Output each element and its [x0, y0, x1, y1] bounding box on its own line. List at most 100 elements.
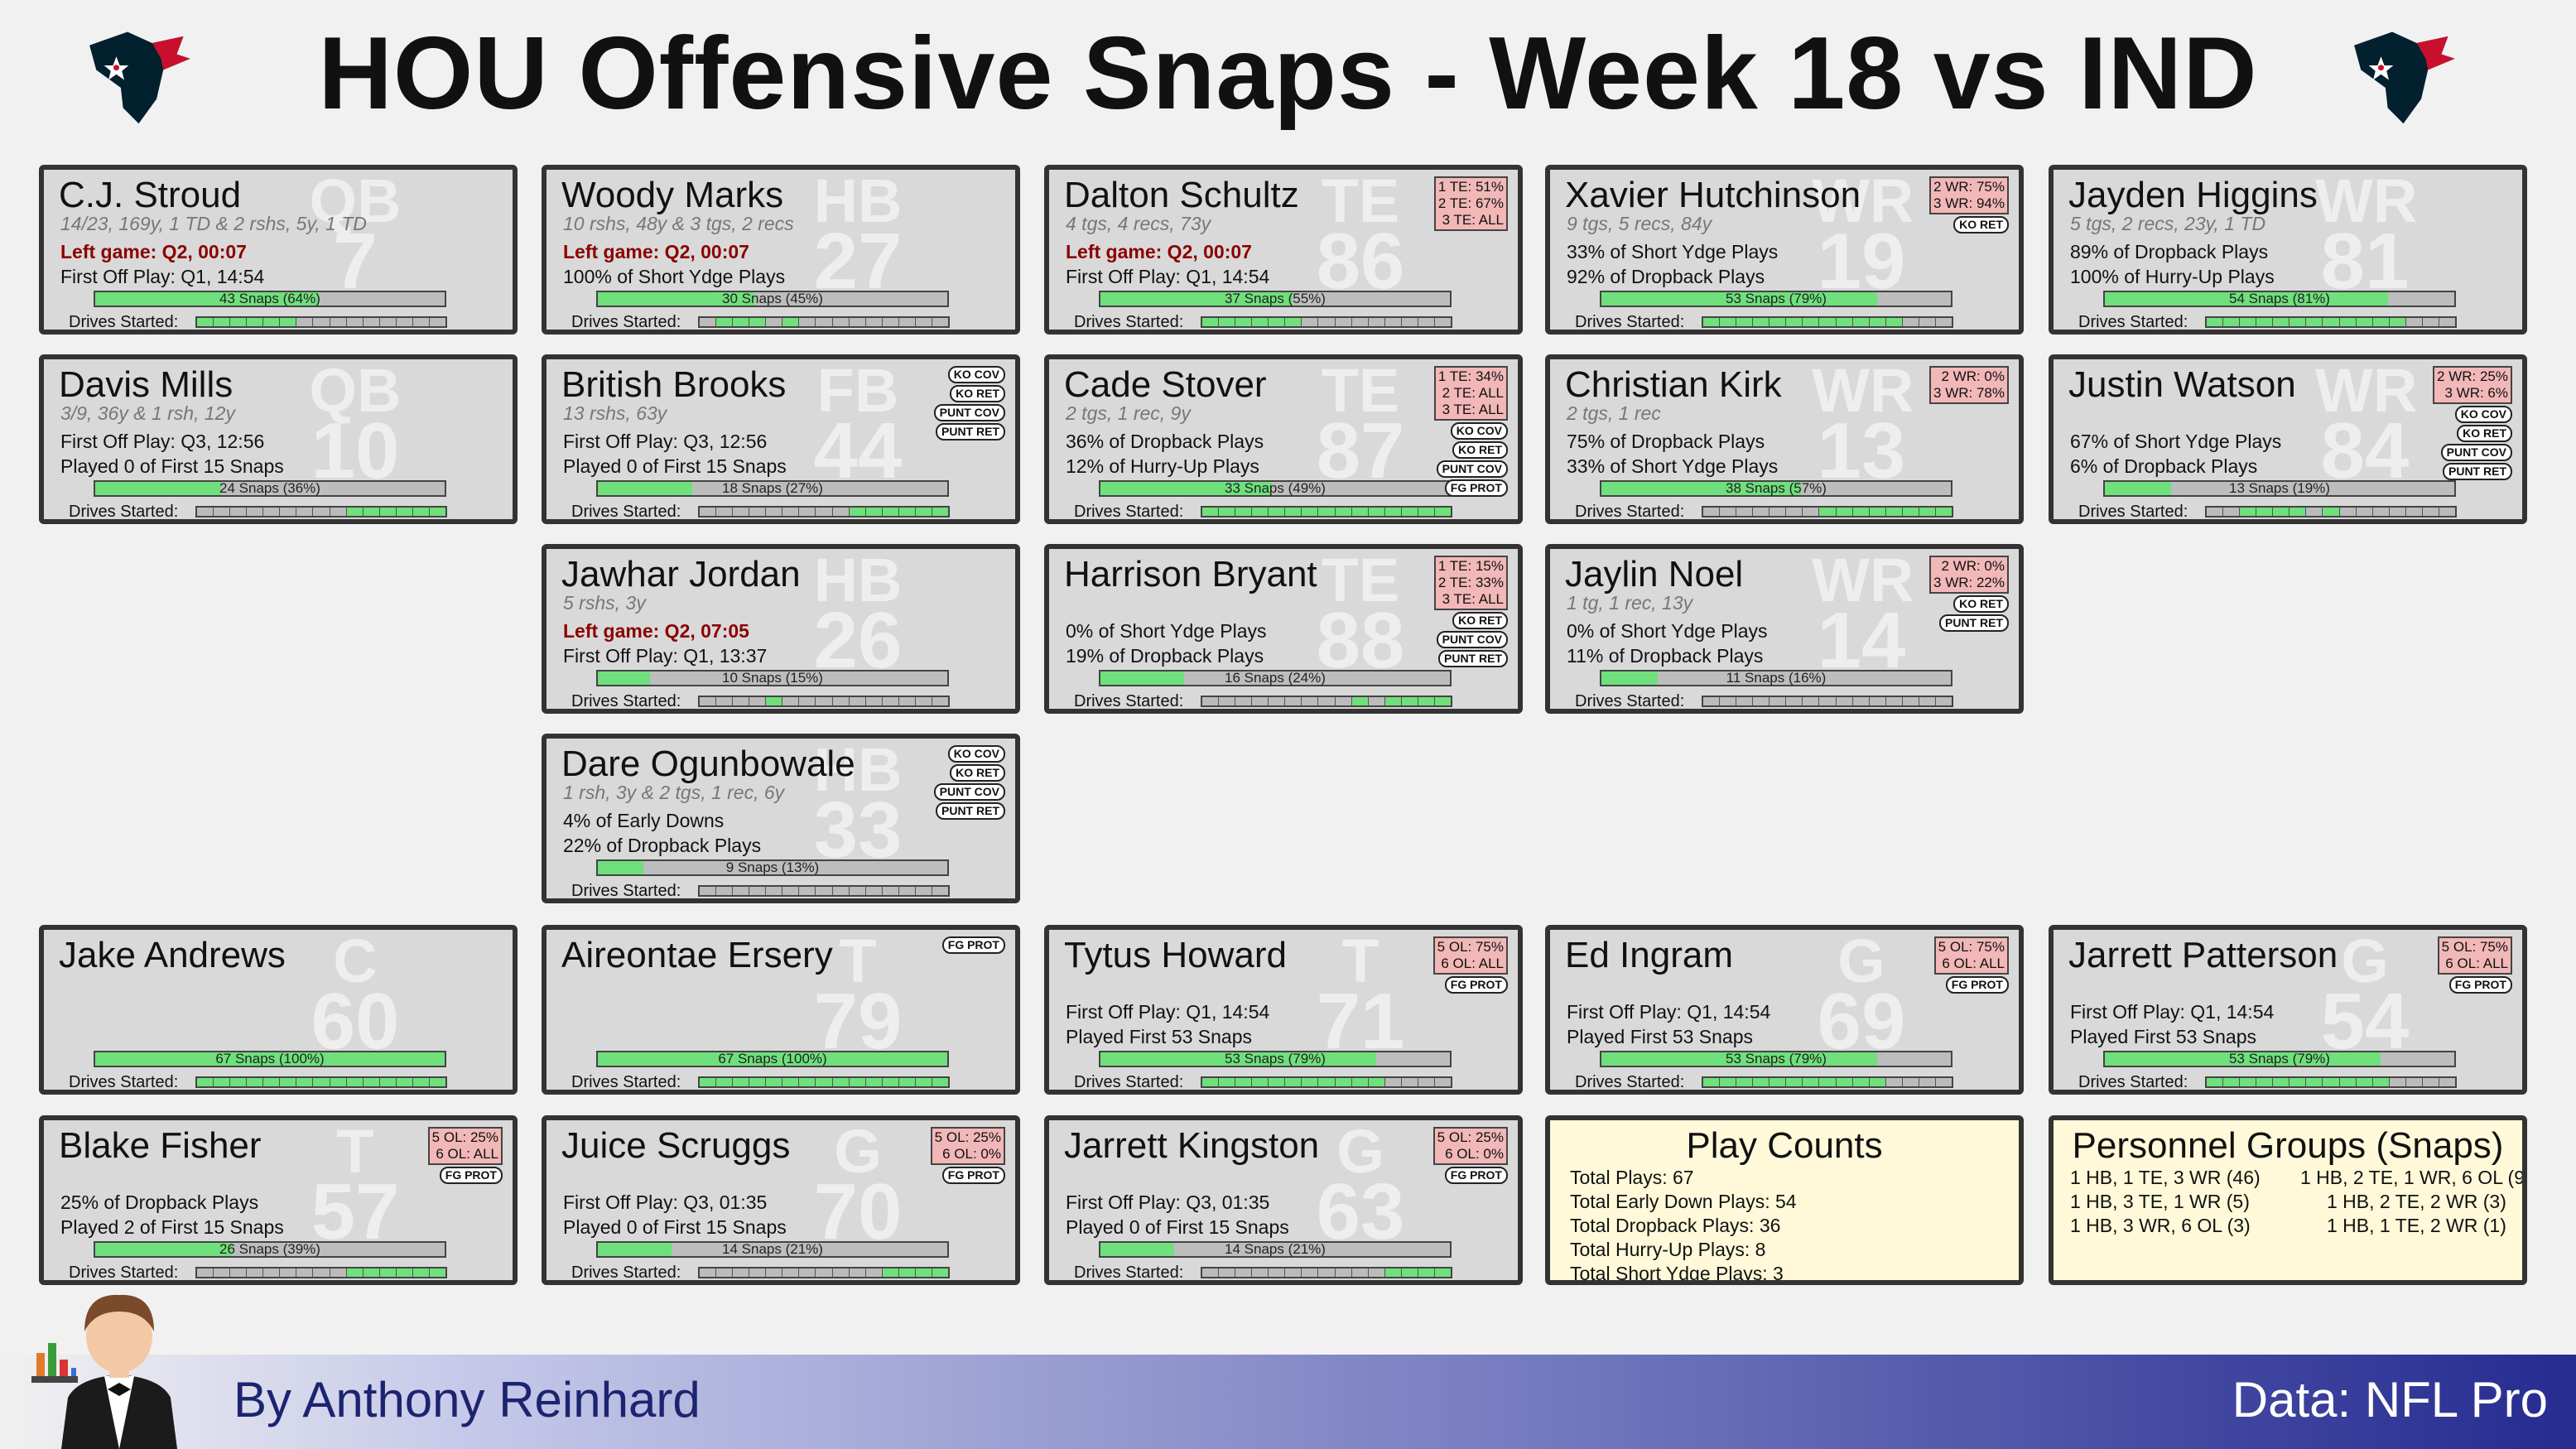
position-watermark: G: [1837, 927, 1885, 995]
drive-cell: [1318, 1078, 1336, 1086]
drive-cell: [1903, 697, 1919, 705]
drive-cell: [1936, 1078, 1952, 1086]
drive-cell: [816, 697, 833, 705]
drive-cell: [1285, 318, 1302, 326]
jersey-watermark: TE 87: [1311, 360, 1410, 490]
position-watermark: TE: [1321, 166, 1400, 235]
player-detail-line: Played 0 of First 15 Snaps: [563, 455, 787, 477]
personnel-group-line: 1 HB, 1 TE, 3 WR (46): [2070, 1167, 2261, 1188]
snap-count-label: 53 Snaps (79%): [1726, 291, 1827, 306]
player-detail-line: 0% of Short Ydge Plays: [1567, 620, 1768, 642]
drive-cell: [2273, 1078, 2290, 1086]
drive-cell: [1269, 318, 1286, 326]
player-name: Jawhar Jordan: [561, 554, 801, 595]
drive-cell: [816, 508, 833, 516]
drive-cell: [412, 1268, 430, 1277]
drive-cell: [799, 697, 816, 705]
drive-cell: [280, 1078, 297, 1086]
snap-bar: 30 Snaps (45%): [596, 291, 949, 307]
drive-cell: [1369, 697, 1385, 705]
number-watermark: 10: [311, 406, 400, 495]
drive-cell: [1285, 1078, 1302, 1086]
snap-count-label: 30 Snaps (45%): [722, 291, 823, 306]
snap-bar-fill: [95, 292, 320, 306]
drive-cell: [230, 1078, 248, 1086]
snap-bar: 11 Snaps (16%): [1600, 670, 1952, 686]
personnel-pct-line: 2 WR: 0%: [1941, 368, 2005, 384]
drive-cell: [1219, 1268, 1236, 1277]
drive-cell: [1852, 318, 1870, 326]
drive-cell: [346, 508, 364, 516]
drive-cell: [230, 1268, 248, 1277]
drives-started-strip: [195, 316, 447, 328]
drive-cell: [1302, 697, 1319, 705]
drive-cell: [1434, 1268, 1451, 1277]
special-teams-badges: FG PROT: [1945, 976, 2009, 994]
drive-cell: [1852, 508, 1870, 516]
player-detail-line: 4 tgs, 4 recs, 73y: [1066, 213, 1211, 234]
player-detail-line: Played First 53 Snaps: [1066, 1026, 1253, 1047]
drive-cell: [1870, 697, 1886, 705]
snap-bar-fill: [1601, 482, 1801, 495]
drive-cell: [2340, 508, 2357, 516]
drive-cell: [1202, 508, 1220, 516]
number-watermark: 81: [2320, 216, 2410, 306]
player-detail-line: 4% of Early Downs: [563, 810, 725, 831]
drive-cell: [1252, 508, 1269, 516]
play-counts-title: Play Counts: [1686, 1125, 1883, 1166]
drive-cell: [1885, 318, 1903, 326]
snap-count-label: 10 Snaps (15%): [722, 670, 823, 686]
drive-cell: [363, 508, 380, 516]
drive-cell: [397, 318, 413, 326]
drive-cell: [700, 508, 717, 516]
drive-cell: [1335, 1078, 1352, 1086]
special-teams-badge: FG PROT: [1444, 976, 1508, 994]
jersey-watermark: QB 7: [306, 171, 405, 301]
snap-bar-fill: [95, 1052, 445, 1066]
snap-count-label: 13 Snaps (19%): [2229, 480, 2330, 496]
drive-cell: [833, 697, 850, 705]
snap-bar-fill: [1100, 1243, 1174, 1256]
personnel-pct-line: 6 OL: 0%: [1445, 1146, 1504, 1162]
personnel-group-line: 1 HB, 2 TE, 1 WR, 6 OL (9: [2300, 1167, 2525, 1188]
player-card: QB 10 Davis Mills 3/9, 36y & 1 rsh, 12y Firs…: [39, 354, 518, 524]
personnel-pct-line: 2 WR: 75%: [1933, 179, 2005, 195]
snap-count-label: 53 Snaps (79%): [1726, 1051, 1827, 1066]
special-teams-badge: PUNT RET: [936, 802, 1005, 820]
jersey-watermark: WR 81: [2315, 166, 2418, 306]
drive-cell: [429, 1268, 445, 1277]
drive-cell: [1252, 318, 1269, 326]
special-teams-badge: PUNT RET: [2443, 463, 2512, 480]
drive-cell: [1434, 508, 1451, 516]
special-teams-badges: FG PROT: [1444, 1167, 1508, 1184]
jersey-watermark: G 69: [1812, 927, 1911, 1061]
special-teams-badge: FG PROT: [439, 1167, 503, 1184]
special-teams-badge: FG PROT: [1444, 1167, 1508, 1184]
position-watermark: WR: [2315, 166, 2418, 235]
drive-cell: [330, 508, 347, 516]
drive-cell: [1369, 318, 1385, 326]
drives-started-label: Drives Started:: [571, 882, 681, 900]
personnel-groups-title: Personnel Groups (Snaps): [2072, 1125, 2504, 1166]
drive-cell: [716, 1268, 734, 1277]
drive-cell: [749, 508, 767, 516]
snap-bar-fill: [1100, 672, 1185, 685]
player-name: Cade Stover: [1064, 364, 1267, 405]
drive-cell: [1384, 697, 1402, 705]
drive-cell: [1219, 1078, 1236, 1086]
drive-cell: [1919, 1078, 1936, 1086]
number-watermark: 57: [311, 1167, 400, 1256]
personnel-pct-line: 5 OL: 75%: [2441, 939, 2508, 955]
drive-cell: [2207, 1078, 2224, 1086]
drives-started-label: Drives Started:: [2078, 1073, 2188, 1091]
drive-cell: [1336, 318, 1352, 326]
special-teams-badge: PUNT COV: [933, 783, 1005, 801]
drive-cell: [364, 318, 380, 326]
drives-started-label: Drives Started:: [1074, 313, 1184, 331]
personnel-group-line: 1 HB, 2 TE, 2 WR (3): [2327, 1191, 2506, 1212]
drive-cell: [733, 1268, 750, 1277]
drive-cell: [1720, 697, 1737, 705]
drive-cell: [766, 697, 783, 705]
snap-bar: 53 Snaps (79%): [1600, 1051, 1952, 1067]
drive-cell: [296, 1268, 314, 1277]
